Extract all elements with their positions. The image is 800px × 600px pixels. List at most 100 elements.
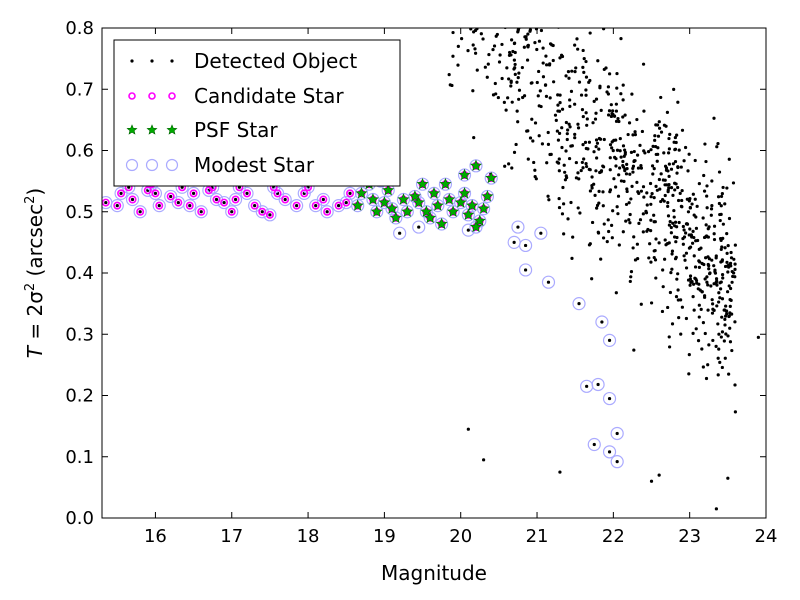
- psf-star-point: [401, 205, 414, 217]
- detected-object-point: [551, 58, 555, 63]
- detected-object-point: [725, 312, 729, 316]
- detected-object-point: [321, 197, 325, 202]
- detected-object-point: [707, 343, 711, 347]
- detected-object-point: [635, 242, 639, 246]
- detected-object-point: [679, 165, 683, 169]
- detected-object-point: [714, 281, 718, 286]
- modest-star-point: [228, 192, 243, 207]
- detected-object-point: [712, 116, 716, 120]
- detected-object-point: [581, 114, 585, 119]
- x-axis: 16 17 18 19 20 21 22 23 24: [144, 28, 777, 547]
- detected-object-point: [723, 356, 727, 360]
- candidate-star-point: [258, 207, 267, 216]
- detected-object-point: [690, 280, 694, 284]
- detected-object-point: [590, 23, 593, 26]
- detected-object-point: [627, 201, 631, 205]
- detected-object-point: [556, 93, 560, 97]
- detected-object-point: [659, 172, 663, 176]
- detected-object-point: [674, 295, 679, 299]
- detected-object-point: [702, 173, 706, 178]
- detected-object-point: [675, 277, 679, 281]
- detected-object-point: [564, 174, 568, 178]
- detected-object-point: [595, 206, 599, 210]
- detected-object-point: [557, 196, 561, 201]
- detected-object-point: [727, 314, 731, 319]
- candidate-star-point: [342, 198, 351, 207]
- detected-object-point: [507, 162, 511, 166]
- detected-object-point: [498, 53, 502, 57]
- detected-object-point: [672, 140, 676, 144]
- detected-object-point: [493, 81, 497, 86]
- detected-object-point: [652, 196, 656, 200]
- detected-object-point: [662, 199, 666, 203]
- detected-object-point: [644, 209, 648, 214]
- detected-object-point: [723, 323, 727, 327]
- detected-object-point: [688, 277, 692, 281]
- y-tick-label: 0.1: [65, 447, 94, 468]
- detected-object-point: [505, 66, 509, 70]
- detected-object-point: [645, 191, 649, 195]
- detected-object-point: [697, 247, 701, 251]
- detected-object-point: [701, 365, 705, 369]
- detected-object-point: [623, 113, 627, 117]
- detected-object-point: [602, 137, 606, 142]
- detected-object-point: [621, 98, 625, 102]
- detected-object-point: [557, 131, 562, 136]
- detected-object-point: [676, 288, 680, 292]
- detected-object-point: [710, 311, 715, 315]
- detected-object-point: [733, 262, 737, 266]
- detected-object-point: [567, 156, 572, 161]
- detected-object-point: [537, 69, 541, 74]
- detected-object-point: [594, 144, 598, 149]
- detected-object-point: [612, 114, 616, 118]
- detected-object-point: [494, 92, 498, 96]
- detected-object-point: [497, 60, 502, 64]
- detected-object-point: [513, 50, 517, 55]
- detected-object-point: [564, 120, 568, 125]
- detected-object-point: [674, 240, 678, 244]
- x-tick-label: 22: [602, 526, 625, 547]
- detected-object-point: [587, 140, 592, 144]
- psf-star-point: [397, 193, 410, 205]
- detected-object-point: [666, 214, 671, 218]
- legend-marker-modest-star: [165, 158, 179, 172]
- modest-star-point: [393, 226, 407, 240]
- detected-object-point: [733, 243, 737, 247]
- detected-object-point: [624, 219, 628, 223]
- detected-object-point: [607, 338, 612, 342]
- detected-object-point: [680, 128, 685, 132]
- detected-object-point: [622, 179, 626, 183]
- detected-object-point: [728, 261, 733, 265]
- detected-object-point: [558, 93, 562, 97]
- detected-object-point: [526, 43, 530, 48]
- detected-object-point: [663, 238, 667, 242]
- detected-object-point: [577, 302, 581, 306]
- legend-marker-detected-object: [150, 59, 154, 63]
- detected-object-point: [666, 305, 670, 310]
- candidate-star-point: [212, 195, 221, 204]
- candidate-star-point: [189, 189, 198, 198]
- detected-object-point: [623, 152, 627, 156]
- detected-object-point: [516, 76, 520, 80]
- detected-object-point: [615, 86, 619, 90]
- detected-object-point: [614, 185, 618, 189]
- detected-object-point: [525, 129, 529, 133]
- detected-object-point: [675, 235, 679, 240]
- detected-object-point: [568, 104, 572, 108]
- detected-object-point: [528, 29, 532, 33]
- detected-object-point: [539, 104, 543, 109]
- detected-object-point: [671, 162, 675, 166]
- legend-marker-candidate-star: [148, 92, 156, 100]
- detected-object-point: [658, 187, 662, 191]
- detected-object-point: [726, 334, 730, 338]
- candidate-star-point: [292, 201, 301, 210]
- legend-marker-detected-object: [170, 59, 174, 63]
- psf-star-point: [366, 193, 379, 205]
- detected-object-point: [721, 276, 725, 280]
- detected-object-point: [610, 111, 614, 116]
- detected-object-point: [222, 200, 226, 205]
- detected-object-point: [681, 242, 685, 246]
- detected-object-point: [711, 338, 715, 343]
- detected-object-point: [584, 93, 588, 97]
- x-tick-label: 20: [449, 526, 472, 547]
